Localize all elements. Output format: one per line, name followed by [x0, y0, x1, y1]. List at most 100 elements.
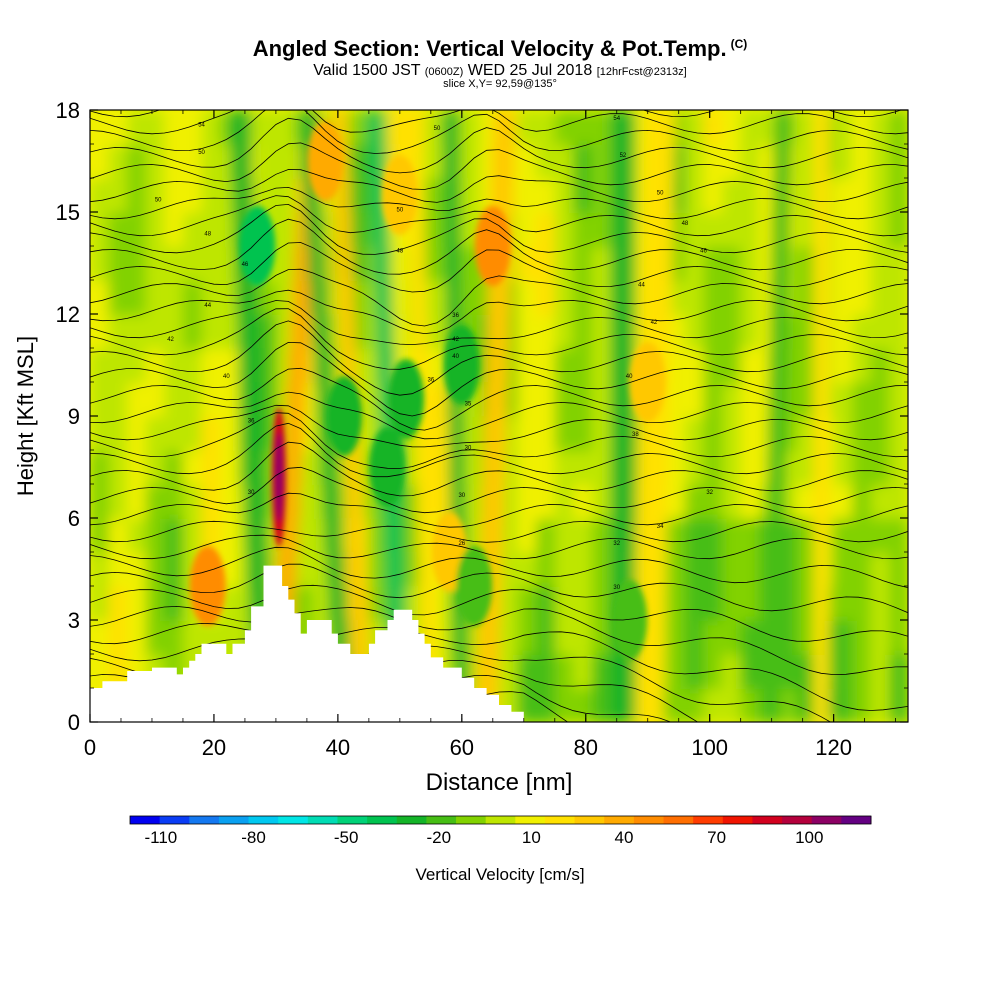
theta-contour-label: 36	[452, 313, 459, 319]
field-cell	[889, 382, 908, 417]
field-cell	[722, 280, 742, 315]
colorbar-swatch	[604, 816, 635, 824]
colorbar-swatch	[367, 816, 398, 824]
velocity-band	[326, 552, 346, 587]
field-cell	[573, 382, 593, 417]
field-cell	[554, 586, 575, 621]
field-cell	[499, 552, 519, 587]
field-cell	[517, 178, 538, 213]
field-cell	[684, 110, 705, 145]
forecast-info: [12hrFcst@2313z]	[596, 66, 687, 78]
theta-contour	[90, 404, 908, 448]
field-cell	[684, 178, 705, 213]
colorbar-tick-label: -50	[334, 828, 359, 847]
field-cell	[684, 518, 705, 553]
field-cell	[852, 280, 872, 315]
velocity-band	[480, 518, 503, 553]
theta-contour-label: 26	[458, 541, 465, 547]
field-cell	[90, 450, 110, 485]
theta-contour-label: 38	[632, 432, 639, 438]
field-cell	[666, 348, 686, 383]
colorbar-tick-label: -80	[241, 828, 266, 847]
colorbar-swatch	[663, 816, 694, 824]
velocity-band	[769, 348, 788, 383]
velocity-core	[326, 376, 363, 456]
velocity-band	[442, 110, 458, 145]
field-cell	[182, 280, 203, 315]
theta-contour-label: 30	[248, 490, 255, 496]
y-axis-label: Height [Kft MSL]	[13, 336, 38, 496]
field-cell	[145, 586, 166, 621]
field-cell	[852, 518, 872, 553]
field-cell	[536, 212, 556, 247]
velocity-core	[275, 432, 284, 523]
field-cell	[517, 484, 538, 519]
theta-contour	[90, 466, 908, 514]
field-cell	[833, 212, 854, 247]
velocity-band	[339, 314, 356, 349]
field-cell	[703, 382, 724, 417]
field-cell	[852, 382, 872, 417]
velocity-band	[813, 552, 829, 587]
y-tick-label: 6	[68, 506, 80, 531]
colorbar-swatch	[693, 816, 724, 824]
field-cell	[796, 620, 817, 655]
velocity-band	[305, 212, 325, 247]
field-cell	[796, 110, 817, 145]
field-cell	[684, 314, 705, 349]
field-cell	[889, 654, 908, 689]
field-cell	[201, 314, 222, 349]
theta-contour-label: 40	[626, 374, 633, 380]
field-cell	[777, 654, 798, 689]
field-cell	[164, 450, 184, 485]
field-cell	[424, 348, 445, 383]
colorbar-swatch	[307, 816, 338, 824]
velocity-band	[241, 416, 264, 451]
field-cell	[90, 552, 110, 587]
velocity-band	[229, 110, 251, 145]
velocity-band	[773, 144, 792, 179]
y-tick-label: 9	[68, 404, 80, 429]
field-cell	[145, 144, 166, 179]
field-cell	[591, 586, 612, 621]
velocity-band	[240, 382, 262, 417]
field-cell	[684, 688, 705, 722]
velocity-band	[372, 246, 392, 281]
field-cell	[536, 246, 556, 281]
field-cell	[201, 450, 222, 485]
field-cell	[164, 416, 184, 451]
field-cell	[201, 518, 222, 553]
field-cell	[108, 348, 129, 383]
field-cell	[517, 110, 538, 145]
field-cell	[313, 586, 333, 621]
field-cell	[182, 416, 203, 451]
theta-contour-label: 35	[465, 401, 472, 407]
field-cell	[145, 212, 166, 247]
field-cell	[275, 110, 296, 145]
velocity-band	[634, 552, 666, 587]
field-cell	[740, 552, 761, 587]
field-cell	[145, 110, 166, 145]
velocity-band	[482, 450, 505, 485]
field-cell	[90, 382, 110, 417]
velocity-band	[813, 654, 829, 689]
field-cell	[220, 484, 240, 519]
velocity-band	[813, 484, 829, 519]
field-cell	[889, 246, 908, 281]
velocity-core	[369, 427, 406, 507]
velocity-band	[813, 348, 829, 383]
field-cell	[796, 212, 817, 247]
field-cell	[90, 416, 110, 451]
field-cell	[591, 178, 612, 213]
field-cell	[573, 314, 593, 349]
field-cell	[833, 484, 854, 519]
field-cell	[591, 518, 612, 553]
colorbar-label: Vertical Velocity [cm/s]	[415, 865, 584, 884]
field-cell	[684, 212, 705, 247]
velocity-band	[405, 110, 422, 145]
field-cell	[740, 280, 761, 315]
velocity-band	[813, 110, 829, 145]
field-cell	[182, 382, 203, 417]
velocity-band	[237, 314, 260, 349]
terrain	[90, 565, 908, 722]
